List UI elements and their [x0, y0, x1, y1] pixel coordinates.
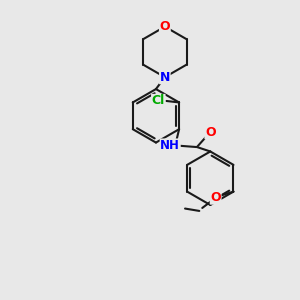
Text: N: N: [160, 71, 170, 84]
Text: O: O: [210, 191, 221, 204]
Text: Cl: Cl: [152, 94, 165, 107]
Text: O: O: [205, 126, 216, 139]
Text: O: O: [160, 20, 170, 33]
Text: NH: NH: [160, 139, 180, 152]
